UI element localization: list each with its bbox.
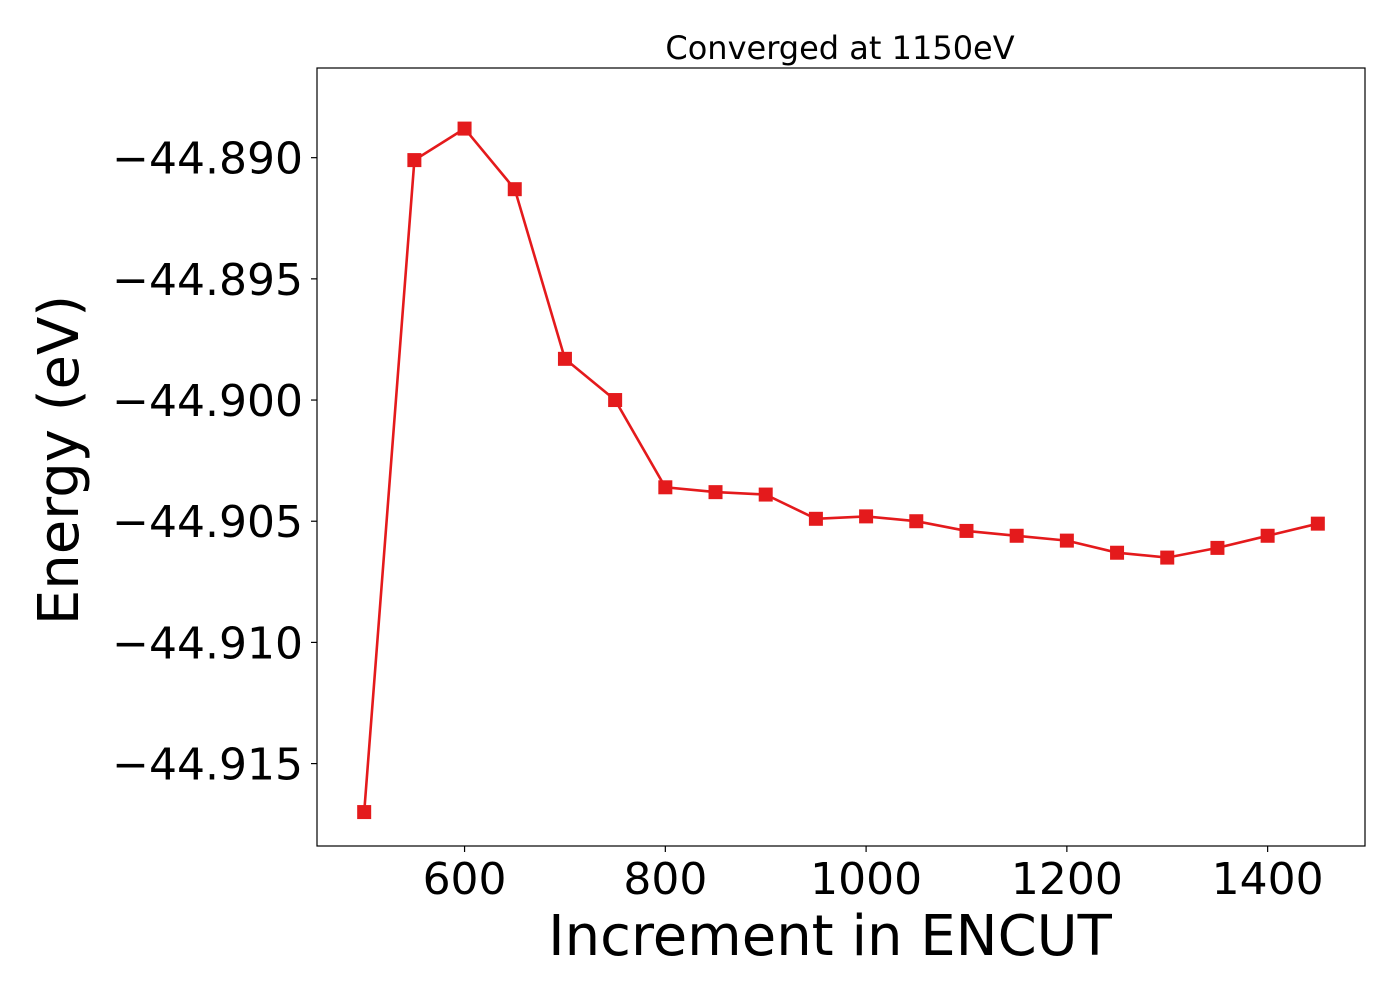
x-tick-label: 600 [423, 854, 507, 905]
data-point-marker [959, 523, 974, 538]
data-point-marker [1160, 550, 1175, 565]
data-point-marker [1310, 516, 1325, 531]
y-axis: −44.890 −44.895 −44.900 −44.905 −44.910 −44.9… [112, 134, 317, 791]
y-tick-label: −44.890 [112, 134, 303, 185]
data-point-marker [1210, 540, 1225, 555]
data-point-marker [557, 351, 572, 366]
x-tick-label: 1000 [810, 854, 922, 905]
chart-title: Converged at 1150eV [665, 29, 1014, 67]
y-tick-label: −44.900 [112, 376, 303, 427]
data-point-marker [407, 153, 422, 168]
series-line [362, 126, 1319, 813]
x-axis-label: Increment in ENCUT [548, 904, 1113, 969]
y-tick-label: −44.895 [112, 255, 303, 306]
data-point-marker [708, 485, 723, 500]
data-point-marker [1260, 528, 1275, 543]
data-point-marker [507, 182, 522, 197]
data-point-marker [658, 480, 673, 495]
data-point-marker [758, 487, 773, 502]
x-tick-label: 1200 [1011, 854, 1123, 905]
data-point-marker [608, 393, 623, 408]
plot-area-frame [316, 67, 1366, 847]
series-layer [357, 121, 1325, 820]
y-axis-label: Energy (eV) [27, 295, 92, 625]
y-tick-label: −44.915 [112, 740, 303, 791]
data-point-marker [909, 514, 924, 529]
y-tick-label: −44.910 [112, 618, 303, 669]
data-point-marker [1009, 528, 1024, 543]
x-tick-label: 800 [623, 854, 707, 905]
data-point-marker [357, 805, 372, 820]
x-tick-label: 1400 [1212, 854, 1324, 905]
data-point-marker [1059, 533, 1074, 548]
data-point-marker [859, 509, 874, 524]
data-point-marker [457, 121, 472, 136]
data-point-marker [808, 511, 823, 526]
x-axis: 600 800 1000 1200 1400 [423, 846, 1324, 905]
data-point-marker [1110, 545, 1125, 560]
y-tick-label: −44.905 [112, 497, 303, 548]
